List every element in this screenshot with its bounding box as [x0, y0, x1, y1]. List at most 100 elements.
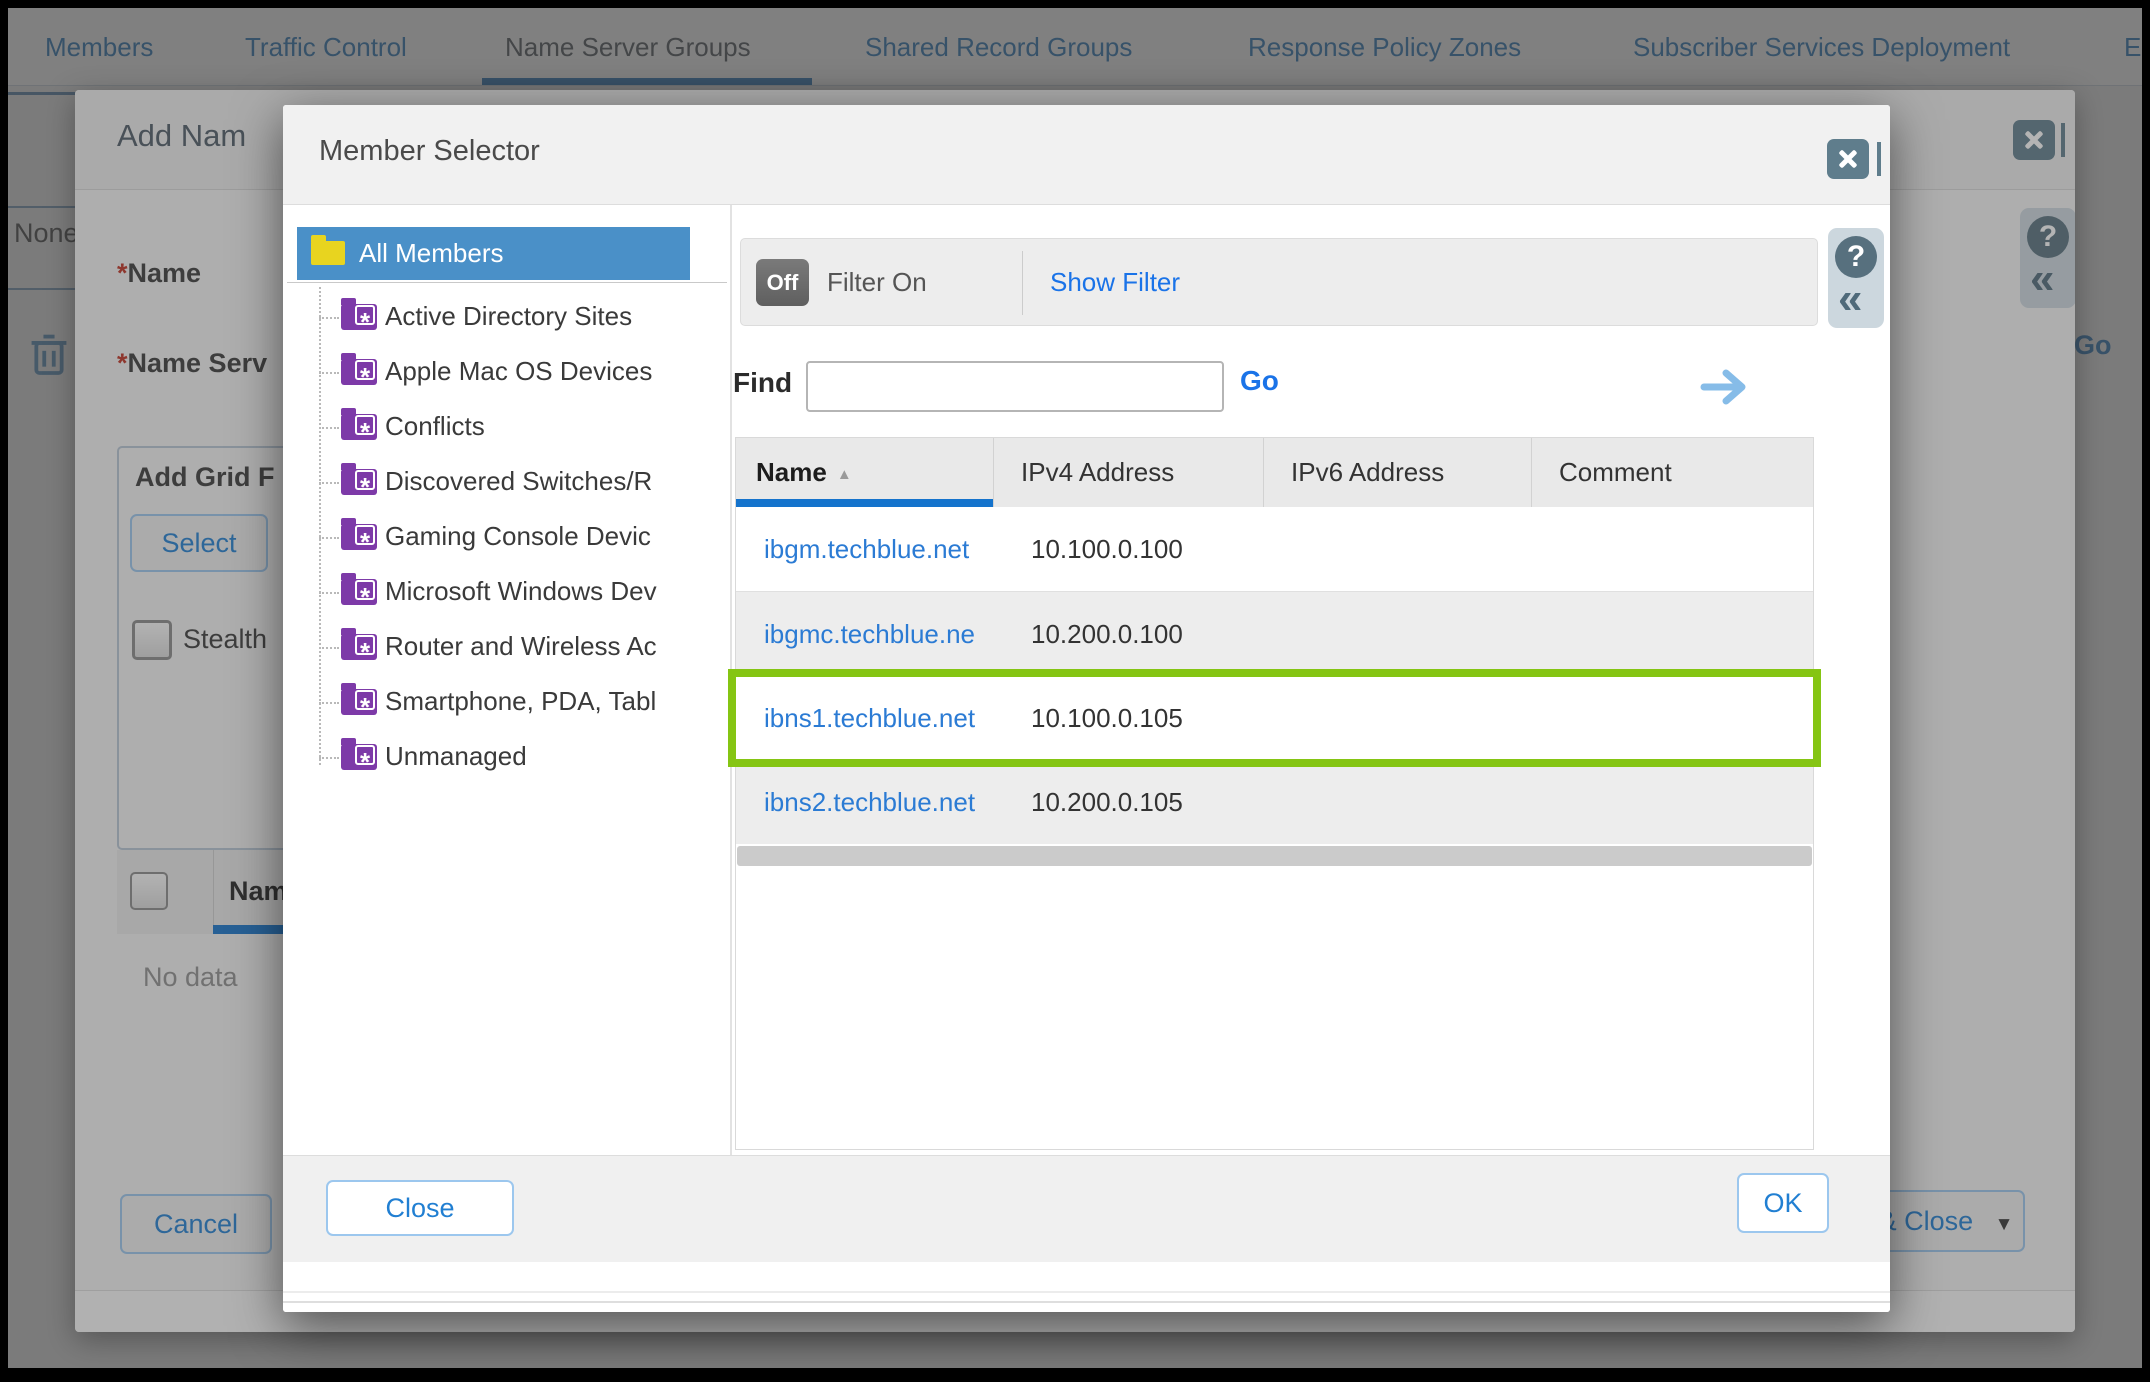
table-row-ibgmc[interactable]: ibgmc.techblue.ne 10.200.0.100	[736, 592, 1813, 676]
tree-root-label: All Members	[359, 238, 504, 268]
modal-bottom-strip	[283, 1262, 1890, 1312]
tree-item-apple-mac-os-devices[interactable]: * Apple Mac OS Devices	[313, 350, 713, 394]
tree-item-microsoft-windows-devices[interactable]: * Microsoft Windows Dev	[313, 570, 713, 614]
members-table: Name ▲ IPv4 Address IPv6 Address Comment …	[728, 437, 1821, 1150]
ok-button[interactable]: OK	[1737, 1173, 1829, 1233]
row-separator	[736, 591, 1813, 592]
required-marker: *	[117, 348, 128, 378]
column-separator	[993, 438, 994, 507]
tab-subscriber-services-deployment[interactable]: Subscriber Services Deployment	[1633, 32, 2011, 62]
tree-item-gaming-console-devices[interactable]: * Gaming Console Devic	[313, 515, 713, 559]
modal-header-fragment	[1877, 142, 1881, 176]
page-divider-line	[8, 92, 76, 95]
smart-folder-icon: *	[341, 738, 377, 777]
tree-guide-stub	[319, 427, 339, 429]
close-button[interactable]: Close	[326, 1180, 514, 1236]
smart-folder-icon: *	[341, 463, 377, 502]
tree-item-router-and-wireless[interactable]: * Router and Wireless Ac	[313, 625, 713, 669]
top-nav: Members Traffic Control Name Server Grou…	[8, 8, 2142, 86]
smart-folder-icon: *	[341, 408, 377, 447]
member-ipv4: 10.200.0.105	[1031, 787, 1183, 817]
tree-item-label: Router and Wireless Ac	[385, 631, 657, 661]
select-all-checkbox[interactable]	[130, 872, 168, 910]
cancel-button[interactable]: Cancel	[120, 1194, 272, 1254]
tab-traffic-control[interactable]: Traffic Control	[245, 32, 407, 62]
folder-open-icon	[311, 235, 345, 265]
tab-shared-record-groups[interactable]: Shared Record Groups	[865, 32, 1133, 62]
filter-bar: Off Filter On Show Filter	[740, 238, 1818, 326]
tab-name-server-groups[interactable]: Name Server Groups	[505, 32, 751, 62]
column-header-ipv6[interactable]: IPv6 Address	[1291, 457, 1445, 487]
modal-close-icon[interactable]	[1827, 139, 1869, 179]
table-row-ibns2[interactable]: ibns2.techblue.net 10.200.0.105	[736, 760, 1813, 844]
background-go-link[interactable]: Go	[2074, 330, 2112, 360]
help-icon[interactable]: ?	[2027, 216, 2069, 258]
tree-guide-stub	[319, 372, 339, 374]
filter-divider	[1022, 251, 1023, 315]
table-row-ibgm[interactable]: ibgm.techblue.net 10.100.0.100	[736, 507, 1813, 591]
member-name-link[interactable]: ibns2.techblue.net	[764, 787, 976, 817]
tree-root-all-members[interactable]: All Members	[297, 227, 690, 280]
tab-partial[interactable]: E	[2124, 32, 2142, 62]
smart-folder-icon: *	[341, 298, 377, 337]
filter-toggle-off[interactable]: Off	[756, 259, 809, 306]
tree-guide-line	[319, 287, 321, 765]
horizontal-scrollbar[interactable]	[737, 846, 1812, 866]
tree-item-label: Smartphone, PDA, Tabl	[385, 686, 657, 716]
column-header-name[interactable]: Name ▲	[756, 457, 852, 487]
collapse-chevron-icon[interactable]: «	[1838, 274, 1863, 323]
help-icon[interactable]: ?	[1835, 236, 1877, 278]
tree-item-active-directory-sites[interactable]: * Active Directory Sites	[313, 295, 713, 339]
sorted-column-bar	[736, 499, 993, 507]
tree-item-label: Discovered Switches/R	[385, 466, 653, 496]
tab-response-policy-zones[interactable]: Response Policy Zones	[1248, 32, 1522, 62]
find-go-button[interactable]: Go	[1240, 365, 1279, 396]
smart-folder-icon: *	[341, 518, 377, 557]
none-label: None	[14, 218, 79, 248]
tree-item-label: Gaming Console Devic	[385, 521, 651, 551]
modal-header: Member Selector	[283, 105, 1890, 205]
tab-members[interactable]: Members	[45, 32, 154, 62]
member-ipv4: 10.100.0.100	[1031, 534, 1183, 564]
find-label: Find	[733, 367, 793, 398]
smart-folder-icon: *	[341, 683, 377, 722]
show-filter-link[interactable]: Show Filter	[1050, 267, 1181, 297]
member-name-link[interactable]: ibgm.techblue.net	[764, 534, 970, 564]
tree-item-conflicts[interactable]: * Conflicts	[313, 405, 713, 449]
add-dialog-title: Add Nam	[117, 118, 247, 153]
filter-on-label: Filter On	[827, 267, 927, 297]
tree-guide-stub	[319, 482, 339, 484]
stealth-label: Stealth	[183, 624, 268, 654]
next-arrow-icon[interactable]	[1698, 367, 1750, 412]
column-header-ipv4[interactable]: IPv4 Address	[1021, 457, 1175, 487]
table-row-ibns1-highlighted[interactable]: ibns1.techblue.net 10.100.0.105	[728, 669, 1821, 767]
dropdown-caret-icon: ▼	[1994, 1213, 2014, 1235]
member-ipv4: 10.100.0.105	[1031, 703, 1183, 733]
save-and-close-button[interactable]: & Close ▼	[1867, 1190, 2025, 1252]
tree-item-smartphone-pda-tablet[interactable]: * Smartphone, PDA, Tabl	[313, 680, 713, 724]
sort-ascending-icon: ▲	[836, 465, 852, 483]
add-dialog-close-icon[interactable]	[2013, 120, 2055, 160]
member-name-link[interactable]: ibns1.techblue.net	[764, 703, 976, 733]
trash-icon[interactable]	[30, 330, 68, 383]
smart-folder-icon: *	[341, 353, 377, 392]
smart-folder-icon: *	[341, 628, 377, 667]
tree-guide-stub	[319, 317, 339, 319]
tree-item-label: Microsoft Windows Dev	[385, 576, 657, 606]
member-name-link[interactable]: ibgmc.techblue.ne	[764, 619, 976, 649]
tree-item-unmanaged[interactable]: * Unmanaged	[313, 735, 713, 779]
column-separator	[1263, 438, 1264, 507]
select-button[interactable]: Select	[130, 514, 268, 572]
add-grid-fieldset-title: Add Grid F	[135, 462, 275, 492]
collapse-chevron-icon[interactable]: «	[2030, 254, 2055, 303]
find-input[interactable]	[806, 361, 1224, 412]
member-ipv4: 10.200.0.100	[1031, 619, 1183, 649]
column-header-comment[interactable]: Comment	[1559, 457, 1672, 487]
members-table-header: Name ▲ IPv4 Address IPv6 Address Comment	[736, 438, 1813, 507]
no-data-text: No data	[143, 962, 238, 992]
stealth-checkbox[interactable]	[132, 620, 172, 660]
tree-root-divider	[287, 282, 727, 283]
add-dialog-header-fragment	[2061, 123, 2065, 157]
tree-item-discovered-switches[interactable]: * Discovered Switches/R	[313, 460, 713, 504]
